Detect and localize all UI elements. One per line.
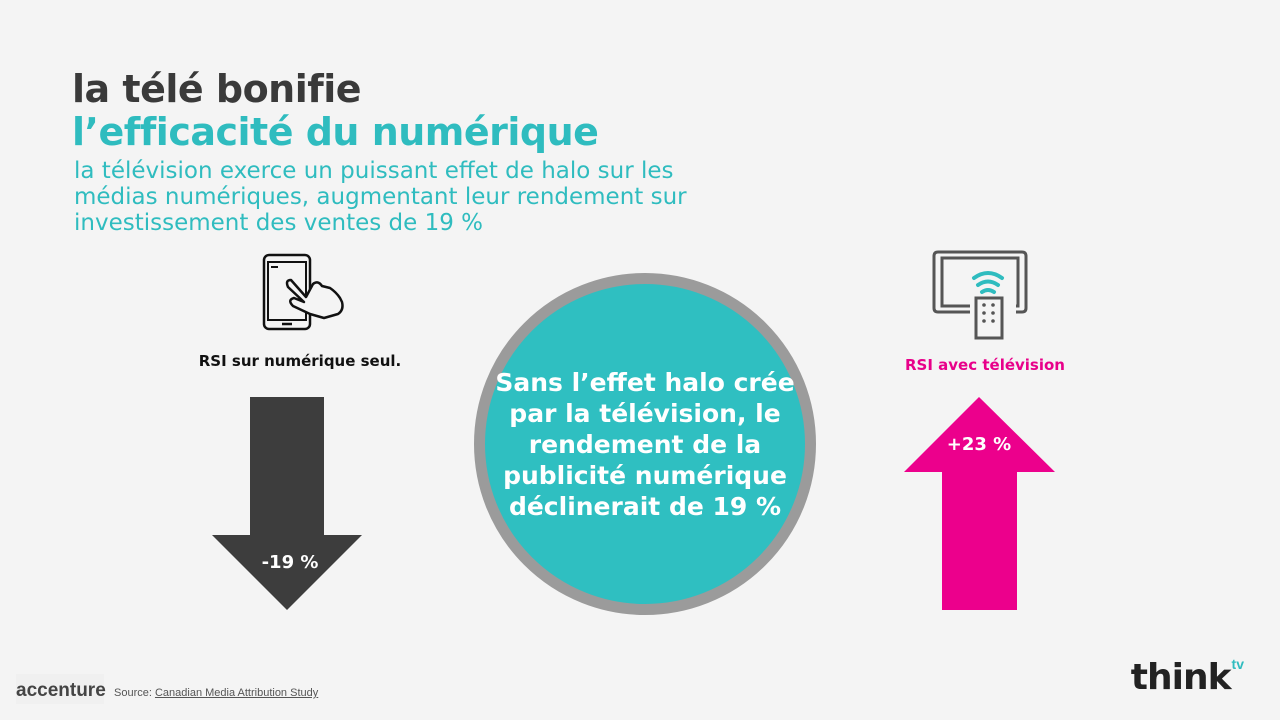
thinktv-logo-group: think tv [1131, 656, 1244, 700]
circle-text: Sans l’effet halo crée par la télévision… [495, 367, 795, 521]
up-arrow [904, 397, 1055, 610]
halo-circle: Sans l’effet halo crée par la télévision… [474, 273, 816, 615]
source-note: Source: Canadian Media Attribution Study [114, 687, 318, 699]
right-label: RSI avec télévision [905, 356, 1065, 374]
right-value: +23 % [946, 434, 1012, 455]
accenture-logo: accenture [16, 674, 106, 704]
thinktv-logo: think [1130, 657, 1232, 698]
title-line-2: l’efficacité du numérique [72, 110, 599, 154]
source-prefix: Source: [114, 687, 155, 699]
source-link[interactable]: Canadian Media Attribution Study [154, 687, 319, 699]
down-arrow [212, 397, 362, 610]
title-line-1: la télé bonifie [72, 67, 362, 111]
left-label: RSI sur numérique seul. [198, 352, 402, 370]
touch-phone-icon [262, 253, 344, 331]
tv-remote-icon [932, 250, 1028, 340]
left-value: -19 % [261, 552, 319, 573]
thinktv-logo-tv: tv [1231, 656, 1244, 672]
subtitle: la télévision exerce un puissant effet d… [74, 158, 687, 236]
